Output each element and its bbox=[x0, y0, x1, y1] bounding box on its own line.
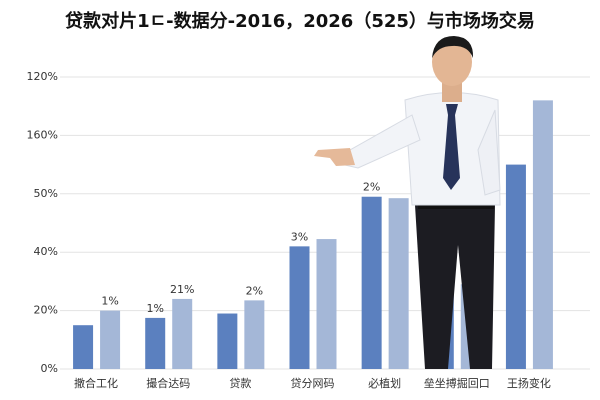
data-label: 2% bbox=[246, 284, 263, 297]
data-label: 2% bbox=[363, 181, 380, 194]
presenter-photo bbox=[314, 36, 501, 369]
bar bbox=[388, 198, 409, 369]
bar bbox=[73, 325, 94, 369]
bar bbox=[505, 164, 526, 369]
y-tick-label: 50% bbox=[34, 187, 58, 200]
x-tick-label: 贷分网码 bbox=[291, 376, 335, 390]
y-tick-label: 160% bbox=[27, 128, 58, 141]
x-tick-label: 王扬变化 bbox=[507, 376, 551, 390]
bar bbox=[217, 313, 238, 369]
chart-title: 贷款对片1ㄷ-数据分-2016，2026（525）与市场场交易 bbox=[65, 10, 535, 32]
x-tick-label: 撒合工化 bbox=[74, 376, 118, 390]
bar bbox=[145, 317, 166, 369]
data-label: 1% bbox=[101, 295, 118, 308]
plot: 0% 20% 40% 50% 160% 120% 撒合工化 撮合达码 贷款 贷分网码 必植划 垒坐搏掘… bbox=[27, 70, 590, 390]
x-tick-label: 必植划 bbox=[368, 376, 401, 390]
bar bbox=[361, 196, 382, 369]
y-tick-label: 40% bbox=[34, 245, 58, 258]
bar bbox=[100, 310, 121, 369]
y-tick-label: 0% bbox=[41, 362, 58, 375]
data-label: 3% bbox=[291, 230, 308, 243]
bar bbox=[172, 298, 193, 369]
x-tick-label: 垒坐搏掘回口 bbox=[424, 376, 490, 390]
bar bbox=[532, 100, 553, 370]
y-tick-label: 20% bbox=[34, 304, 58, 317]
y-tick-label: 120% bbox=[27, 70, 58, 83]
x-tick-label: 贷款 bbox=[229, 376, 251, 390]
bar bbox=[244, 300, 265, 369]
data-label: 1% bbox=[146, 302, 163, 315]
bar bbox=[316, 239, 337, 369]
bar bbox=[289, 246, 310, 369]
data-label: 21% bbox=[170, 283, 194, 296]
x-tick-label: 撮合达码 bbox=[146, 376, 190, 390]
